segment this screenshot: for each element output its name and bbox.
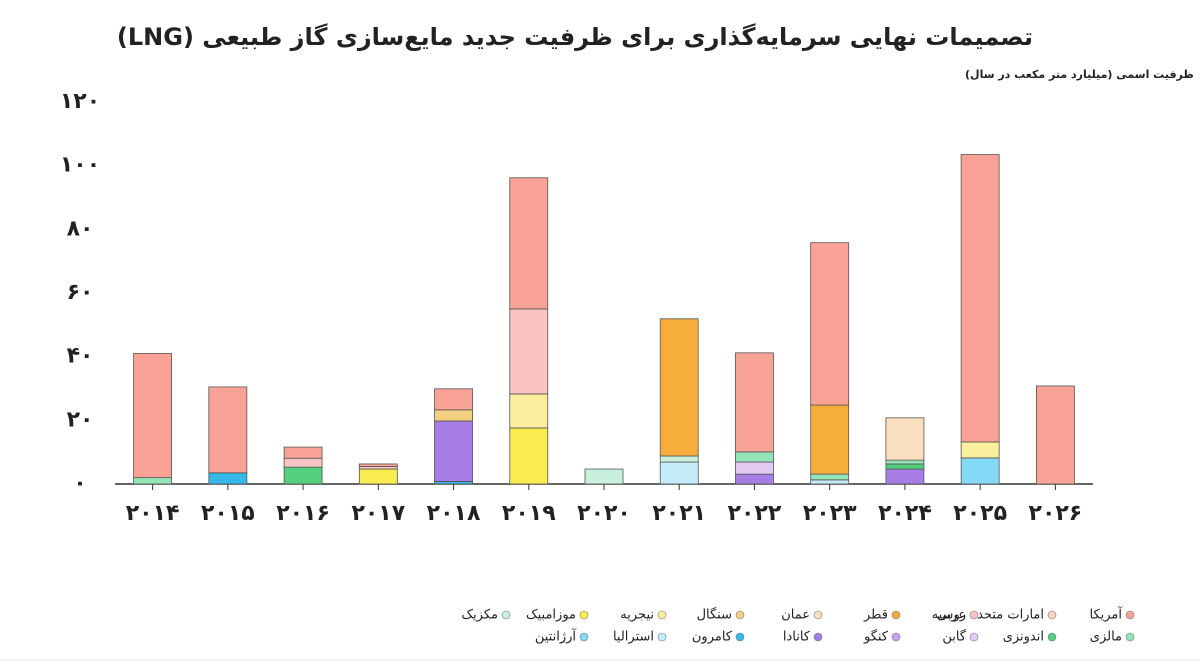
bar-segment xyxy=(810,242,850,406)
legend-label: گابن xyxy=(942,629,966,645)
y-tick-label: ۶۰ xyxy=(67,280,94,305)
legend-swatch xyxy=(813,610,823,620)
bar-segment xyxy=(133,477,173,485)
legend-swatch xyxy=(579,632,589,642)
bar-segment xyxy=(358,463,398,467)
bar-segment xyxy=(509,308,549,395)
bar-segment xyxy=(960,154,1000,443)
bar-segment xyxy=(208,386,248,474)
bar-segment xyxy=(509,177,549,310)
bar-segment xyxy=(810,404,850,475)
x-tick-label: ۲۰۲۵ xyxy=(953,501,1007,526)
y-tick-label: ۱۲۰ xyxy=(60,89,100,114)
legend-swatch xyxy=(735,610,745,620)
bar-segment xyxy=(509,427,549,485)
legend-label: مالزی xyxy=(1090,630,1122,645)
legend-label: نیجریه xyxy=(620,608,654,623)
y-tick-label: ۲۰ xyxy=(67,407,94,432)
x-tick-label: ۲۰۲۱ xyxy=(652,501,706,526)
legend-swatch xyxy=(657,632,667,642)
bar-segment xyxy=(659,318,699,457)
bar-segment xyxy=(283,457,323,468)
x-tick-label: ۲۰۱۹ xyxy=(502,501,556,526)
legend-swatch xyxy=(969,610,979,620)
bar-segment xyxy=(810,479,850,485)
x-tick-label: ۲۰۱۷ xyxy=(351,501,405,526)
legend-label: موزامبیک xyxy=(526,608,576,623)
legend-swatch xyxy=(813,632,823,642)
legend-label: سنگال xyxy=(697,607,732,623)
bar-segment xyxy=(434,420,473,482)
legend-swatch xyxy=(969,632,979,642)
bar-segment xyxy=(885,417,925,461)
bar-segment xyxy=(810,473,850,481)
legend-label: روسیه xyxy=(932,608,966,623)
bar-segment xyxy=(133,353,173,479)
x-tick-label: ۲۰۲۲ xyxy=(728,501,782,526)
bar-segment xyxy=(208,472,248,485)
legend-swatch xyxy=(501,610,511,620)
legend-label: کانادا xyxy=(783,630,811,645)
legend-swatch xyxy=(891,610,901,620)
legend-swatch xyxy=(1125,632,1135,642)
x-tick-label: ۲۰۱۵ xyxy=(201,501,255,526)
legend-swatch xyxy=(1125,610,1135,620)
legend-label: کنگو xyxy=(863,629,889,645)
bar-segment xyxy=(885,459,925,465)
bar-segment xyxy=(885,468,925,485)
legend-swatch xyxy=(657,610,667,620)
y-tick-label: ۴۰ xyxy=(67,344,94,369)
bar-segment xyxy=(1035,385,1075,485)
bar-segment xyxy=(659,461,699,485)
bar-segment xyxy=(283,446,323,459)
bar-segment xyxy=(434,409,473,422)
legend-swatch xyxy=(735,632,745,642)
x-tick-label: ۲۰۱۸ xyxy=(427,501,481,526)
legend-label: آرژانتین xyxy=(535,628,578,645)
x-tick-label: ۲۰۲۳ xyxy=(803,501,857,526)
bar-segment xyxy=(358,468,398,485)
bar-segment xyxy=(960,457,1000,485)
legend-label: امارات متحده عربی xyxy=(937,608,1044,623)
x-tick-label: ۲۰۱۶ xyxy=(276,501,330,526)
legend-swatch xyxy=(579,610,589,620)
bar-segment xyxy=(283,466,323,485)
chart-subtitle: ظرفیت اسمی (میلیارد متر مکعب در سال) xyxy=(965,68,1194,81)
bar-segment xyxy=(509,393,549,429)
bar-segment xyxy=(735,461,774,475)
legend-label: مکزیک xyxy=(461,608,498,623)
legend-label: کامرون xyxy=(692,630,733,645)
legend-label: آمریکا xyxy=(1089,606,1123,623)
bar-segment xyxy=(885,463,925,470)
bar-segment xyxy=(960,441,1000,459)
x-tick-label: ۲۰۲۰ xyxy=(577,501,631,526)
bar-segment xyxy=(434,388,473,411)
legend-label: استرالیا xyxy=(613,630,654,645)
bar-segment xyxy=(584,468,624,485)
legend-label: اندونزی xyxy=(1003,630,1044,645)
legend-label: قطر xyxy=(863,608,888,623)
bar-segment xyxy=(735,451,774,463)
y-tick-label: ۱۰۰ xyxy=(60,153,100,178)
legend-swatch xyxy=(891,632,901,642)
x-tick-label: ۲۰۱۴ xyxy=(126,501,180,526)
legend-label: عمان xyxy=(781,608,810,623)
bar-segment xyxy=(659,455,699,463)
x-tick-label: ۲۰۲۴ xyxy=(878,501,932,526)
chart-title: تصمیمات نهایی سرمایه‌گذاری برای ظرفیت جد… xyxy=(117,23,1033,51)
y-tick-label: ۰ xyxy=(73,471,86,496)
y-tick-label: ۸۰ xyxy=(67,216,94,241)
bar-segment xyxy=(735,352,774,453)
legend-swatch xyxy=(1047,610,1057,620)
legend-swatch xyxy=(1047,632,1057,642)
x-tick-label: ۲۰۲۶ xyxy=(1029,501,1083,526)
bar-segment xyxy=(735,473,774,485)
